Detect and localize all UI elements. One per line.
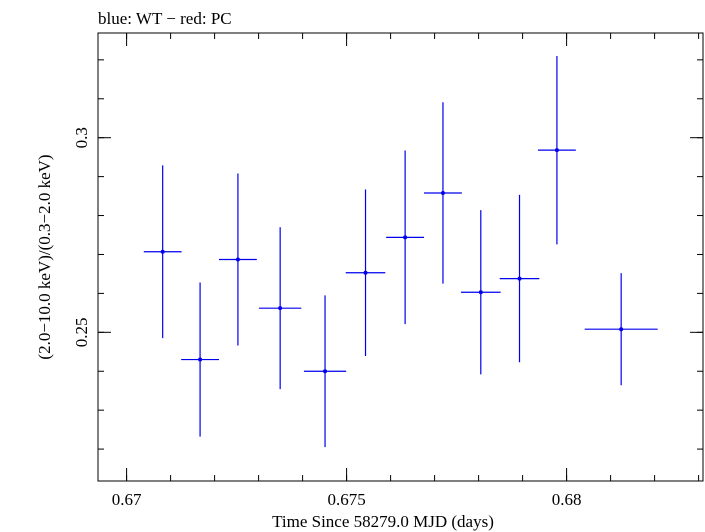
- data-point: [259, 227, 302, 390]
- plot-frame: [97, 32, 704, 482]
- data-point: [386, 150, 425, 325]
- y-tick-label: 0.3: [72, 127, 91, 148]
- data-point: [143, 165, 182, 339]
- data-marker: [478, 290, 483, 295]
- x-tick-label: 0.67: [112, 490, 142, 509]
- axis-ticks: [98, 33, 703, 481]
- data-point: [424, 102, 462, 284]
- data-marker: [440, 190, 445, 195]
- data-point: [219, 173, 257, 346]
- data-marker: [517, 276, 522, 281]
- x-axis-label: Time Since 58279.0 MJD (days): [272, 512, 494, 531]
- data-marker: [278, 306, 283, 311]
- x-tick-label: 0.68: [552, 490, 582, 509]
- data-marker: [323, 369, 328, 374]
- data-marker: [554, 148, 559, 153]
- data-marker: [235, 257, 240, 262]
- x-tick-label: 0.675: [327, 490, 365, 509]
- data-points: [143, 55, 658, 448]
- data-marker: [363, 270, 368, 275]
- data-marker: [198, 357, 203, 362]
- y-tick-label: 0.25: [72, 317, 91, 347]
- data-point: [538, 55, 576, 245]
- data-marker: [403, 235, 408, 240]
- data-point: [584, 273, 658, 386]
- data-marker: [160, 249, 165, 254]
- y-axis-label: (2.0−10.0 keV)/(0.3−2.0 keV): [35, 154, 54, 359]
- data-point: [345, 189, 386, 357]
- tick-labels: 0.67 0.675 0.68 0.25 0.3: [72, 127, 581, 509]
- chart-title: blue: WT − red: PC: [98, 9, 232, 28]
- data-point: [303, 295, 347, 448]
- data-point: [499, 194, 540, 363]
- data-point: [181, 282, 219, 437]
- data-marker: [619, 327, 624, 332]
- data-point: [461, 210, 501, 375]
